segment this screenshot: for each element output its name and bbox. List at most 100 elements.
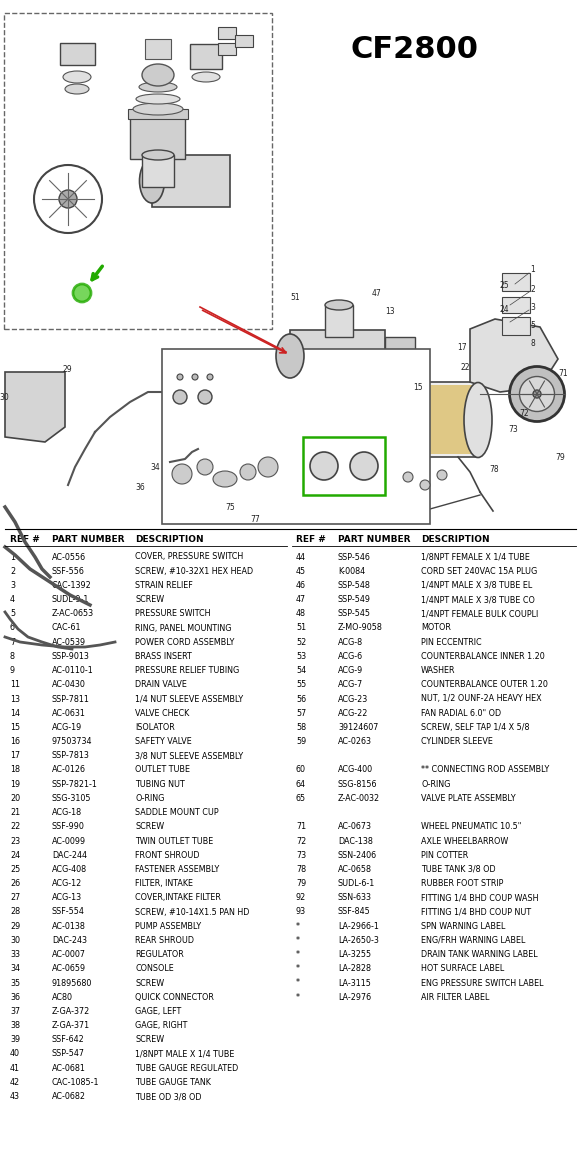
Ellipse shape: [136, 95, 180, 104]
Text: 29: 29: [62, 364, 72, 373]
Bar: [60, 43, 95, 65]
Text: ENG/FRH WARNING LABEL: ENG/FRH WARNING LABEL: [421, 936, 525, 945]
Text: *: *: [296, 978, 300, 987]
Text: 7: 7: [10, 637, 15, 647]
Text: ** CONNECTING ROD ASSEMBLY: ** CONNECTING ROD ASSEMBLY: [421, 766, 549, 775]
Text: DAC-138: DAC-138: [338, 837, 373, 846]
Text: CONSOLE: CONSOLE: [135, 964, 174, 973]
Text: SSN-633: SSN-633: [338, 893, 372, 902]
Text: SSP-7821-1: SSP-7821-1: [52, 780, 98, 789]
Text: SAFETY VALVE: SAFETY VALVE: [135, 738, 192, 746]
Text: 2: 2: [10, 567, 15, 575]
Polygon shape: [5, 372, 65, 442]
Text: ACG-9: ACG-9: [338, 666, 363, 675]
Text: COVER,INTAKE FILTER: COVER,INTAKE FILTER: [135, 893, 221, 902]
Text: FILTER, INTAKE: FILTER, INTAKE: [135, 879, 193, 888]
Text: 13: 13: [385, 307, 395, 315]
Text: ACG-408: ACG-408: [52, 865, 87, 874]
Ellipse shape: [139, 82, 177, 92]
Text: 26: 26: [10, 879, 20, 888]
Ellipse shape: [133, 103, 183, 116]
Text: 15: 15: [10, 722, 20, 732]
Bar: [325, 305, 353, 337]
Text: FITTING 1/4 BHD COUP WASH: FITTING 1/4 BHD COUP WASH: [421, 893, 539, 902]
Text: 15: 15: [413, 383, 423, 391]
Text: 1/8NPT MALE X 1/4 TUBE: 1/8NPT MALE X 1/4 TUBE: [135, 1049, 234, 1058]
Text: SSP-545: SSP-545: [338, 609, 371, 619]
Text: OUTLET TUBE: OUTLET TUBE: [135, 766, 190, 775]
Text: 21: 21: [10, 808, 20, 817]
Text: 3: 3: [530, 302, 536, 312]
Text: ACG-8: ACG-8: [338, 637, 363, 647]
Ellipse shape: [403, 471, 413, 482]
Ellipse shape: [173, 390, 187, 404]
Text: 44: 44: [296, 552, 306, 561]
Text: 1/4NPT MALE X 3/8 TUBE CO: 1/4NPT MALE X 3/8 TUBE CO: [421, 595, 535, 605]
Ellipse shape: [63, 71, 91, 83]
Text: TUBE GAUGE TANK: TUBE GAUGE TANK: [135, 1078, 211, 1086]
Ellipse shape: [310, 452, 338, 480]
Text: 43: 43: [10, 1092, 20, 1102]
Text: ACG-7: ACG-7: [338, 680, 363, 690]
Text: 1: 1: [10, 552, 15, 561]
Ellipse shape: [192, 72, 220, 82]
Text: 71: 71: [558, 370, 568, 378]
Text: Z-AC-0653: Z-AC-0653: [52, 609, 94, 619]
Text: AC-0099: AC-0099: [52, 837, 86, 846]
Text: 30: 30: [10, 936, 20, 945]
Text: 9: 9: [10, 666, 15, 675]
Text: 24: 24: [10, 851, 20, 860]
Text: 11: 11: [10, 680, 20, 690]
Text: CAC-1392: CAC-1392: [52, 581, 92, 589]
Ellipse shape: [533, 390, 541, 398]
Text: 53: 53: [296, 652, 306, 661]
Text: Z-MO-9058: Z-MO-9058: [338, 623, 383, 633]
Bar: [502, 296, 530, 313]
Bar: [218, 27, 236, 39]
Bar: [248, 382, 478, 457]
Text: *: *: [296, 964, 300, 973]
Text: AC-0556: AC-0556: [52, 552, 86, 561]
Text: 6: 6: [10, 623, 15, 633]
Ellipse shape: [73, 284, 91, 302]
Text: 38: 38: [10, 1021, 20, 1030]
Text: DRAIN VALVE: DRAIN VALVE: [135, 680, 187, 690]
Bar: [502, 317, 530, 335]
Text: 29: 29: [10, 922, 20, 931]
Text: 92: 92: [296, 893, 306, 902]
Text: SCREW, #10-14X1.5 PAN HD: SCREW, #10-14X1.5 PAN HD: [135, 908, 249, 916]
Text: AC-0682: AC-0682: [52, 1092, 86, 1102]
Ellipse shape: [234, 383, 262, 457]
Text: RING, PANEL MOUNTING: RING, PANEL MOUNTING: [135, 623, 231, 633]
Bar: [4, 13, 272, 329]
Text: ACG-23: ACG-23: [338, 694, 368, 704]
Text: 14: 14: [10, 708, 20, 718]
Text: AC-0126: AC-0126: [52, 766, 86, 775]
Text: GAGE, RIGHT: GAGE, RIGHT: [135, 1021, 188, 1030]
Text: WASHER: WASHER: [421, 666, 456, 675]
Text: TUBING NUT: TUBING NUT: [135, 780, 185, 789]
Text: 1/4 NUT SLEEVE ASSEMBLY: 1/4 NUT SLEEVE ASSEMBLY: [135, 694, 243, 704]
Text: 2: 2: [530, 285, 535, 293]
Text: CORD SET 240VAC 15A PLUG: CORD SET 240VAC 15A PLUG: [421, 567, 537, 575]
Text: AC-0673: AC-0673: [338, 823, 372, 831]
Ellipse shape: [437, 470, 447, 480]
Text: ENG PRESSURE SWITCH LABEL: ENG PRESSURE SWITCH LABEL: [421, 978, 543, 987]
Text: SSF-556: SSF-556: [52, 567, 85, 575]
Bar: [235, 35, 253, 47]
Text: 25: 25: [499, 280, 509, 289]
Text: 48: 48: [296, 609, 306, 619]
Text: SCREW: SCREW: [135, 595, 164, 605]
Bar: [385, 337, 415, 375]
Text: SSF-845: SSF-845: [338, 908, 371, 916]
Text: SSF-990: SSF-990: [52, 823, 85, 831]
Text: 72: 72: [519, 410, 529, 419]
Text: SSG-8156: SSG-8156: [338, 780, 378, 789]
Text: BRASS INSERT: BRASS INSERT: [135, 652, 192, 661]
Text: 22: 22: [460, 363, 470, 371]
Bar: [168, 362, 220, 414]
Ellipse shape: [177, 373, 183, 380]
Text: 30: 30: [0, 392, 9, 401]
Text: 19: 19: [10, 780, 20, 789]
Text: *: *: [296, 950, 300, 959]
